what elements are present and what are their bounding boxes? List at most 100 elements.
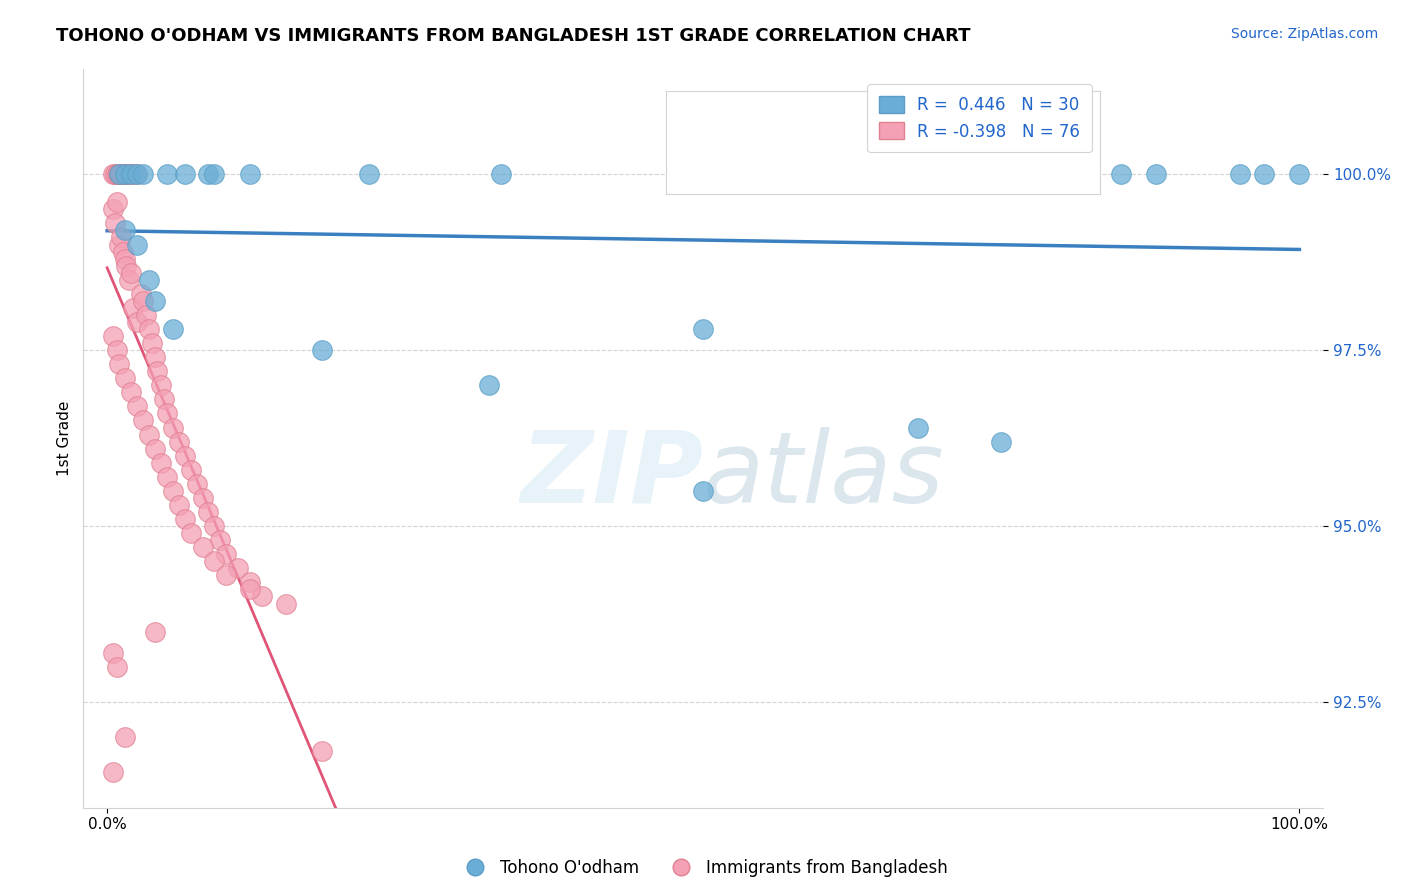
Point: [239, 167, 262, 181]
Point: [138, 273, 160, 287]
Point: [118, 167, 141, 181]
Point: [167, 434, 190, 449]
Text: atlas: atlas: [703, 426, 945, 524]
Point: [311, 744, 333, 758]
Point: [101, 202, 124, 217]
Point: [104, 216, 127, 230]
Point: [114, 252, 136, 266]
Point: [359, 167, 381, 181]
Point: [311, 343, 333, 357]
Point: [167, 498, 190, 512]
Point: [250, 590, 273, 604]
Point: [101, 329, 124, 343]
Point: [143, 293, 166, 308]
Point: [114, 167, 136, 181]
Point: [274, 597, 297, 611]
Point: [215, 547, 238, 561]
Point: [115, 259, 138, 273]
Legend: Tohono O'odham, Immigrants from Bangladesh: Tohono O'odham, Immigrants from Banglade…: [451, 853, 955, 884]
Point: [105, 167, 128, 181]
Point: [125, 315, 148, 329]
Point: [117, 273, 139, 287]
Point: [143, 624, 166, 639]
Point: [1288, 167, 1310, 181]
Point: [209, 533, 232, 548]
Point: [120, 167, 142, 181]
Point: [108, 167, 131, 181]
Point: [120, 167, 142, 181]
Point: [111, 244, 134, 259]
Point: [138, 427, 160, 442]
Point: [125, 400, 148, 414]
Point: [204, 519, 226, 533]
Point: [1074, 167, 1097, 181]
Point: [132, 293, 155, 308]
Point: [132, 167, 155, 181]
Point: [114, 167, 136, 181]
Point: [122, 301, 145, 315]
Point: [108, 167, 131, 181]
Point: [692, 483, 714, 498]
Point: [156, 167, 179, 181]
Point: [1002, 167, 1025, 181]
Point: [105, 195, 128, 210]
Point: [173, 167, 195, 181]
Point: [110, 167, 132, 181]
Point: [132, 413, 155, 427]
Point: [215, 568, 238, 582]
Point: [129, 286, 152, 301]
Point: [239, 582, 262, 597]
Y-axis label: 1st Grade: 1st Grade: [58, 401, 72, 475]
Legend: R =  0.446   N = 30, R = -0.398   N = 76: R = 0.446 N = 30, R = -0.398 N = 76: [868, 84, 1091, 153]
Point: [1109, 167, 1132, 181]
Point: [138, 322, 160, 336]
Point: [114, 371, 136, 385]
Point: [141, 336, 163, 351]
Point: [117, 167, 139, 181]
Point: [692, 322, 714, 336]
Point: [120, 385, 142, 400]
Point: [162, 420, 184, 434]
Point: [105, 660, 128, 674]
Point: [489, 167, 512, 181]
Point: [990, 434, 1012, 449]
Point: [122, 167, 145, 181]
Point: [125, 167, 148, 181]
Point: [135, 308, 157, 322]
Point: [125, 237, 148, 252]
Point: [180, 463, 202, 477]
Point: [107, 167, 129, 181]
Point: [907, 420, 929, 434]
Point: [143, 350, 166, 364]
Point: [1144, 167, 1167, 181]
Point: [162, 483, 184, 498]
Point: [120, 266, 142, 280]
Point: [101, 646, 124, 660]
Point: [143, 442, 166, 456]
Point: [1253, 167, 1275, 181]
Point: [156, 407, 179, 421]
Point: [204, 554, 226, 568]
Point: [226, 561, 249, 575]
Point: [180, 526, 202, 541]
Point: [173, 449, 195, 463]
Text: ZIP: ZIP: [520, 426, 703, 524]
Point: [108, 237, 131, 252]
Point: [156, 470, 179, 484]
Text: Source: ZipAtlas.com: Source: ZipAtlas.com: [1230, 27, 1378, 41]
Point: [191, 491, 214, 505]
Point: [197, 505, 219, 519]
Point: [115, 167, 138, 181]
Point: [153, 392, 176, 407]
Point: [239, 575, 262, 590]
Point: [149, 378, 172, 392]
Point: [110, 167, 132, 181]
Point: [204, 167, 226, 181]
Point: [104, 167, 127, 181]
Point: [110, 230, 132, 244]
Point: [111, 167, 134, 181]
Point: [105, 343, 128, 357]
Point: [186, 476, 208, 491]
Point: [101, 167, 124, 181]
Point: [114, 731, 136, 745]
